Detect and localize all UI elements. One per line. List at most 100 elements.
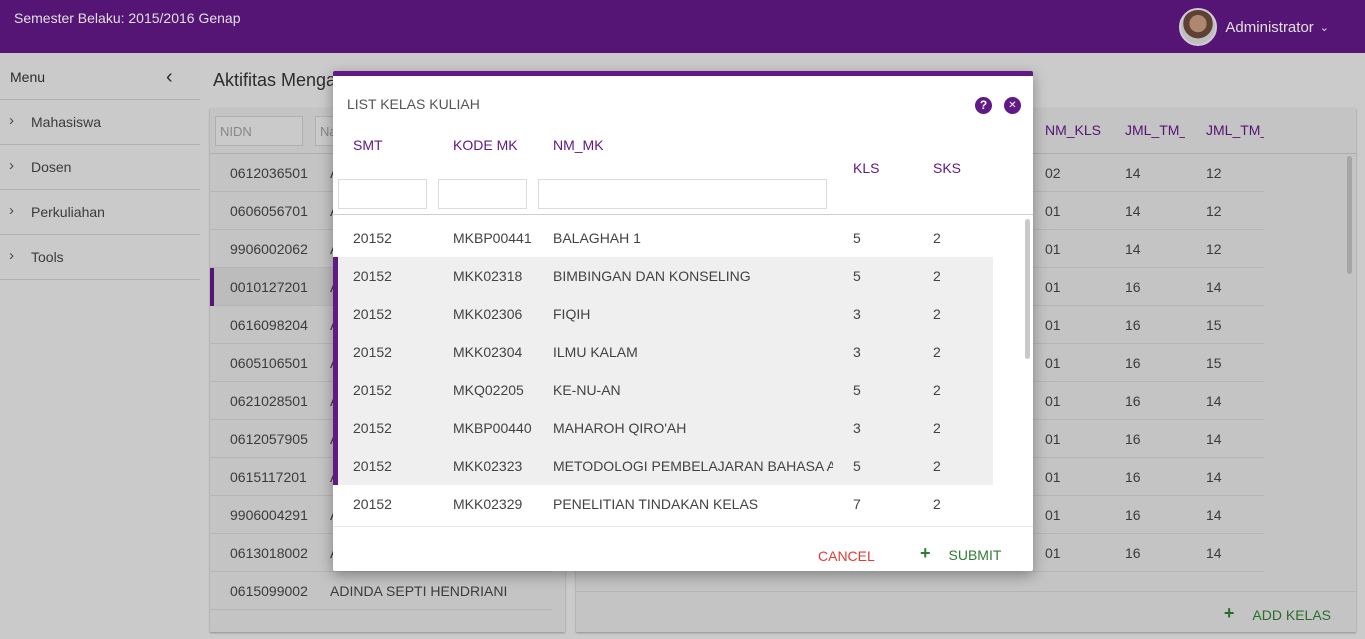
nidn-cell: 0621028501 xyxy=(230,393,308,409)
nm-mk-cell: PENELITIAN TINDAKAN KELAS xyxy=(553,496,759,512)
column-header-jml-tm-r[interactable]: JML_TM_R xyxy=(1206,122,1264,138)
nidn-cell: 9906002062 xyxy=(230,241,308,257)
close-icon[interactable]: ✕ xyxy=(1004,97,1021,114)
chevron-right-icon: › xyxy=(9,202,14,219)
column-header-kode-mk[interactable]: KODE MK xyxy=(453,137,518,153)
add-kelas-button[interactable]: + ADD KELAS xyxy=(1223,603,1331,624)
nama-cell: ADINDA SEPTI HENDRIANI xyxy=(330,583,508,599)
column-header-nm-kls[interactable]: NM_KLS xyxy=(1045,122,1102,138)
help-icon[interactable]: ? xyxy=(975,97,992,114)
cancel-button[interactable]: CANCEL xyxy=(818,548,875,564)
table-row[interactable]: 01 16 14 xyxy=(1031,268,1264,306)
nidn-filter-input[interactable]: NIDN xyxy=(215,116,303,146)
scrollbar[interactable] xyxy=(1347,156,1352,274)
user-menu[interactable]: Administrator ⌄ xyxy=(1179,8,1329,46)
sidebar-item-dosen[interactable]: › Dosen xyxy=(0,145,200,190)
jml-tm-p-cell: 16 xyxy=(1125,545,1141,561)
smt-cell: 20152 xyxy=(353,344,392,360)
table-row[interactable]: 01 16 14 xyxy=(1031,382,1264,420)
list-item[interactable]: 20152 MKK02306 FIQIH 3 2 xyxy=(333,295,993,333)
kls-cell: 7 xyxy=(853,496,861,512)
table-row[interactable]: 01 16 14 xyxy=(1031,458,1264,496)
chevron-right-icon: › xyxy=(9,247,14,264)
nm-mk-filter-input[interactable] xyxy=(538,179,827,209)
jml-tm-r-cell: 14 xyxy=(1206,393,1222,409)
column-header-nm-mk[interactable]: NM_MK xyxy=(553,137,604,153)
list-item[interactable]: 20152 MKK02323 METODOLOGI PEMBELAJARAN BAH… xyxy=(333,447,993,485)
chevron-down-icon[interactable]: ⌄ xyxy=(1319,21,1329,34)
column-header-kls[interactable]: KLS xyxy=(853,160,880,176)
jml-tm-p-cell: 16 xyxy=(1125,317,1141,333)
jml-tm-p-cell: 14 xyxy=(1125,241,1141,257)
nidn-cell: 0612036501 xyxy=(230,165,308,181)
kls-cell: 3 xyxy=(853,420,861,436)
avatar[interactable] xyxy=(1179,8,1218,46)
nm-mk-cell: KE-NU-AN xyxy=(553,382,621,398)
table-row[interactable]: 01 14 12 xyxy=(1031,192,1264,230)
table-row[interactable]: 01 14 12 xyxy=(1031,230,1264,268)
smt-filter-input[interactable] xyxy=(338,179,427,209)
nidn-cell: 0612057905 xyxy=(230,431,308,447)
table-row[interactable]: 01 16 14 xyxy=(1031,420,1264,458)
jml-tm-r-cell: 14 xyxy=(1206,431,1222,447)
table-row[interactable]: 0615099002 ADINDA SEPTI HENDRIANI xyxy=(210,572,552,610)
nm-kls-cell: 01 xyxy=(1045,545,1061,561)
nidn-cell: 0613018002 xyxy=(230,545,308,561)
sks-cell: 2 xyxy=(933,344,941,360)
sks-cell: 2 xyxy=(933,268,941,284)
list-kelas-dialog: LIST KELAS KULIAH ? ✕ SMT KODE MK NM_MK … xyxy=(333,71,1033,571)
sidebar: Menu ‹ › Mahasiswa › Dosen › Perkuliahan… xyxy=(0,53,200,639)
table-row[interactable]: 01 16 14 xyxy=(1031,534,1264,572)
kls-cell: 5 xyxy=(853,268,861,284)
nm-mk-cell: BALAGHAH 1 xyxy=(553,230,641,246)
active-semester: Semester Belaku: 2015/2016 Genap xyxy=(14,10,241,26)
table-row[interactable]: 01 16 14 xyxy=(1031,496,1264,534)
jml-tm-r-cell: 14 xyxy=(1206,279,1222,295)
scrollbar[interactable] xyxy=(1025,219,1030,359)
column-header-sks[interactable]: SKS xyxy=(933,160,962,176)
jml-tm-r-cell: 15 xyxy=(1206,317,1222,333)
sidebar-item-perkuliahan[interactable]: › Perkuliahan xyxy=(0,190,200,235)
kode-mk-filter-input[interactable] xyxy=(438,179,527,209)
plus-icon: + xyxy=(920,543,931,563)
table-row[interactable]: 01 16 15 xyxy=(1031,344,1264,382)
plus-icon: + xyxy=(1223,603,1235,623)
column-header-jml-tm-p[interactable]: JML_TM_P xyxy=(1125,122,1185,138)
kls-cell: 5 xyxy=(853,382,861,398)
jml-tm-p-cell: 14 xyxy=(1125,203,1141,219)
list-item[interactable]: 20152 MKQ02205 KE-NU-AN 5 2 xyxy=(333,371,993,409)
smt-cell: 20152 xyxy=(353,382,392,398)
kls-cell: 5 xyxy=(853,458,861,474)
list-item[interactable]: 20152 MKBP00441 BALAGHAH 1 5 2 xyxy=(333,219,993,257)
list-item[interactable]: 20152 MKK02304 ILMU KALAM 3 2 xyxy=(333,333,993,371)
column-header-smt[interactable]: SMT xyxy=(353,137,383,153)
chevron-right-icon: › xyxy=(9,157,14,174)
jml-tm-r-cell: 14 xyxy=(1206,545,1222,561)
nm-kls-cell: 01 xyxy=(1045,393,1061,409)
table-row[interactable]: 01 16 15 xyxy=(1031,306,1264,344)
sidebar-item-label: Tools xyxy=(31,249,64,265)
kode-mk-cell: MKBP00441 xyxy=(453,230,532,246)
divider xyxy=(333,526,1033,527)
jml-tm-r-cell: 15 xyxy=(1206,355,1222,371)
table-row[interactable]: 02 14 12 xyxy=(1031,154,1264,192)
nm-mk-cell: METODOLOGI PEMBELAJARAN BAHASA AR xyxy=(553,458,833,474)
user-name[interactable]: Administrator xyxy=(1225,18,1314,36)
list-item[interactable]: 20152 MKK02329 PENELITIAN TINDAKAN KELAS 7 2 xyxy=(333,485,993,523)
sidebar-item-tools[interactable]: › Tools xyxy=(0,235,200,280)
sidebar-item-label: Dosen xyxy=(31,159,72,175)
jml-tm-p-cell: 16 xyxy=(1125,431,1141,447)
smt-cell: 20152 xyxy=(353,458,392,474)
kode-mk-cell: MKK02323 xyxy=(453,458,523,474)
nm-mk-cell: FIQIH xyxy=(553,306,591,322)
chevron-left-icon[interactable]: ‹ xyxy=(166,66,173,88)
nm-kls-cell: 01 xyxy=(1045,241,1061,257)
submit-button[interactable]: + SUBMIT xyxy=(920,543,1001,564)
sidebar-item-mahasiswa[interactable]: › Mahasiswa xyxy=(0,100,200,145)
jml-tm-r-cell: 12 xyxy=(1206,241,1222,257)
jml-tm-r-cell: 12 xyxy=(1206,165,1222,181)
list-item[interactable]: 20152 MKBP00440 MAHAROH QIRO'AH 3 2 xyxy=(333,409,993,447)
list-item[interactable]: 20152 MKK02318 BIMBINGAN DAN KONSELING 5 2 xyxy=(333,257,993,295)
class-panel-footer: + ADD KELAS xyxy=(576,591,1356,632)
nm-mk-cell: ILMU KALAM xyxy=(553,344,638,360)
